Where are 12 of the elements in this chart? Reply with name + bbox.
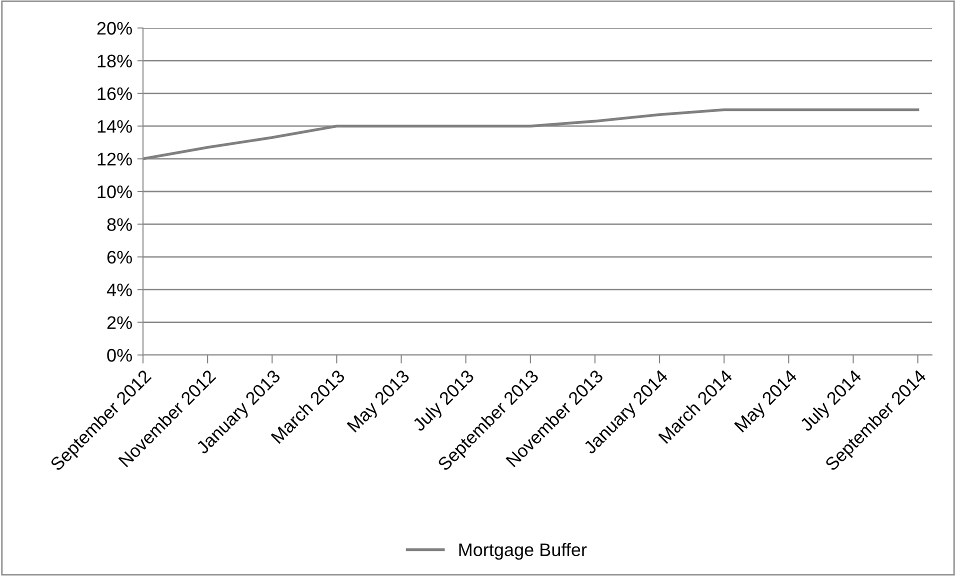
y-tick-label: 10% (98, 185, 132, 198)
y-tick-label: 0% (107, 348, 132, 362)
y-tick-label: 2% (107, 316, 132, 329)
y-tick-label: 6% (107, 250, 132, 264)
y-tick-label: 16% (98, 87, 132, 100)
y-tick-label: 4% (106, 284, 132, 296)
y-tick-label: 12% (98, 152, 132, 166)
y-tick-label: 20% (97, 22, 132, 35)
y-tick-label: 14% (98, 120, 132, 133)
legend-label: Mortgage Buffer (459, 542, 587, 560)
y-tick-label: 18% (98, 54, 132, 68)
y-tick-label: 8% (107, 218, 132, 231)
